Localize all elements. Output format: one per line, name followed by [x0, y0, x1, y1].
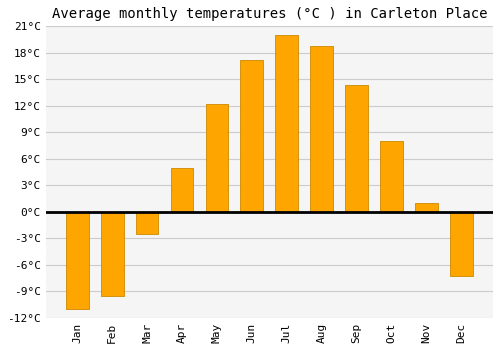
- Bar: [101, 212, 124, 296]
- Bar: [415, 203, 438, 212]
- Bar: [346, 85, 368, 212]
- Bar: [206, 104, 229, 212]
- Bar: [170, 168, 194, 212]
- Bar: [380, 141, 403, 212]
- Bar: [136, 212, 158, 234]
- Bar: [66, 212, 88, 309]
- Bar: [276, 35, 298, 212]
- Bar: [450, 212, 472, 275]
- Bar: [310, 46, 333, 212]
- Title: Average monthly temperatures (°C ) in Carleton Place: Average monthly temperatures (°C ) in Ca…: [52, 7, 487, 21]
- Bar: [240, 60, 263, 212]
